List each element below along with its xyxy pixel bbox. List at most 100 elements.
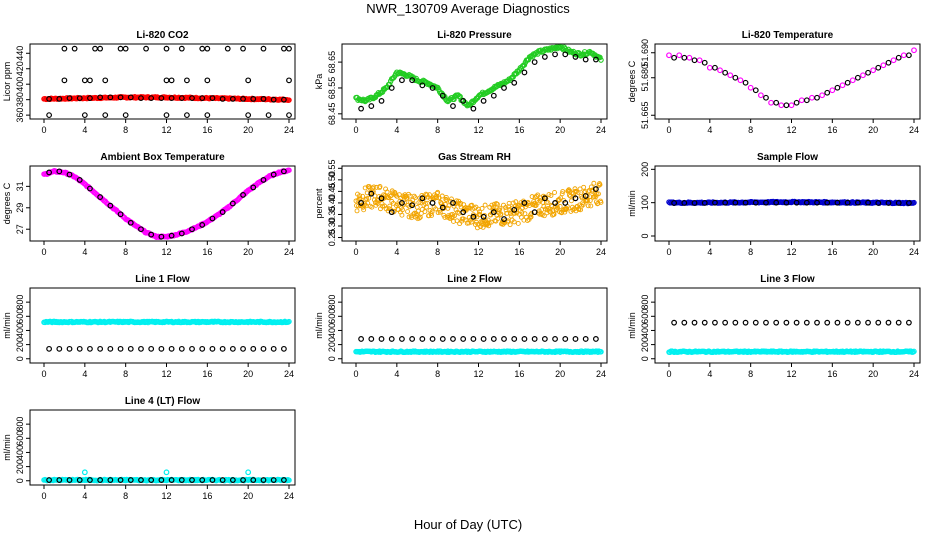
data-point xyxy=(462,217,468,223)
data-point xyxy=(419,82,426,89)
data-point xyxy=(895,200,902,206)
data-point xyxy=(885,200,892,206)
data-point xyxy=(168,77,175,84)
data-point xyxy=(122,112,129,119)
x-tick-label: 24 xyxy=(596,247,606,257)
data-point xyxy=(168,477,175,483)
x-tick-label: 4 xyxy=(82,369,87,379)
data-point xyxy=(412,195,418,201)
data-point xyxy=(87,77,93,84)
data-point xyxy=(503,205,509,210)
data-point xyxy=(809,94,815,101)
data-point xyxy=(742,79,749,86)
y-tick-label: 0 xyxy=(15,478,25,483)
data-point xyxy=(280,45,287,52)
data-point xyxy=(158,95,165,102)
data-point xyxy=(429,200,436,206)
data-point xyxy=(722,199,729,206)
data-point xyxy=(717,67,723,74)
data-point xyxy=(446,203,452,209)
data-point xyxy=(722,69,729,76)
data-point xyxy=(138,226,144,233)
y-axis-label: degrees C xyxy=(627,60,637,102)
y-tick-label: 400 xyxy=(640,323,650,338)
data-point xyxy=(450,200,456,206)
x-tick-label: 20 xyxy=(243,125,253,135)
x-tick-label: 20 xyxy=(555,125,565,135)
series-black-open xyxy=(46,168,287,240)
data-point xyxy=(245,77,252,84)
data-point xyxy=(143,45,149,52)
data-point xyxy=(752,319,759,326)
data-point xyxy=(87,95,93,102)
data-point xyxy=(490,92,497,99)
data-point xyxy=(87,185,93,192)
data-point xyxy=(834,199,841,206)
plot-frame xyxy=(654,43,921,120)
y-tick-label: 200 xyxy=(15,459,25,474)
y-tick-label: 31 xyxy=(15,181,25,191)
data-point xyxy=(56,477,63,483)
data-point xyxy=(219,95,226,102)
y-axis-label: ml/min xyxy=(2,434,12,461)
data-point xyxy=(76,477,83,483)
data-point xyxy=(479,205,485,211)
x-tick-label: 0 xyxy=(41,247,46,257)
data-point xyxy=(562,200,569,206)
series-black-open xyxy=(46,345,287,352)
data-point xyxy=(76,95,83,102)
data-point xyxy=(66,345,73,352)
x-tick-label: 16 xyxy=(202,491,212,501)
data-point xyxy=(66,477,73,483)
data-point xyxy=(460,209,467,216)
data-point xyxy=(582,193,589,199)
data-point xyxy=(81,469,88,476)
data-point xyxy=(706,64,713,71)
data-point xyxy=(286,167,292,173)
data-point xyxy=(209,215,216,222)
data-point xyxy=(752,199,759,206)
chart-panel-2: Li-820 Pressure kPa 0 4 8 12 16 20 24 68.45 68.55 6… xyxy=(314,30,608,135)
data-point xyxy=(849,77,856,84)
plot-frame xyxy=(654,287,921,364)
data-point xyxy=(541,213,547,219)
data-point xyxy=(199,95,206,102)
y-tick-label: 600 xyxy=(640,309,650,324)
data-point xyxy=(229,477,236,483)
data-point xyxy=(557,203,563,209)
data-point xyxy=(880,62,887,69)
data-point xyxy=(460,97,467,104)
data-point xyxy=(270,171,277,178)
data-point xyxy=(445,205,451,211)
series-black-open xyxy=(46,94,287,103)
data-point xyxy=(490,209,497,216)
y-tick-label: 380 xyxy=(15,92,25,107)
data-point xyxy=(535,192,541,198)
x-tick-label: 0 xyxy=(353,369,358,379)
data-point xyxy=(250,477,257,483)
x-tick-label: 8 xyxy=(748,125,753,135)
data-point xyxy=(482,213,488,218)
panel-title: Li-820 Temperature xyxy=(742,30,834,41)
data-point xyxy=(178,230,185,237)
data-point xyxy=(829,87,836,94)
data-point xyxy=(402,200,407,206)
data-point xyxy=(501,216,507,222)
data-point xyxy=(875,319,882,326)
data-point xyxy=(127,345,134,352)
data-point xyxy=(384,189,390,195)
data-point xyxy=(585,203,591,209)
y-tick-label: 200 xyxy=(327,337,337,352)
series-black-open xyxy=(671,319,912,326)
data-point xyxy=(229,200,236,207)
series-black-open xyxy=(46,477,287,483)
data-point xyxy=(365,200,371,206)
data-point xyxy=(798,97,805,104)
data-point xyxy=(369,204,375,210)
plot-frame xyxy=(29,43,296,120)
figure-title: NWR_130709 Average Diagnostics xyxy=(366,1,570,16)
data-point xyxy=(102,77,109,84)
data-point xyxy=(844,79,851,86)
data-point xyxy=(409,336,416,342)
y-tick-label: 51.680 xyxy=(640,64,650,92)
